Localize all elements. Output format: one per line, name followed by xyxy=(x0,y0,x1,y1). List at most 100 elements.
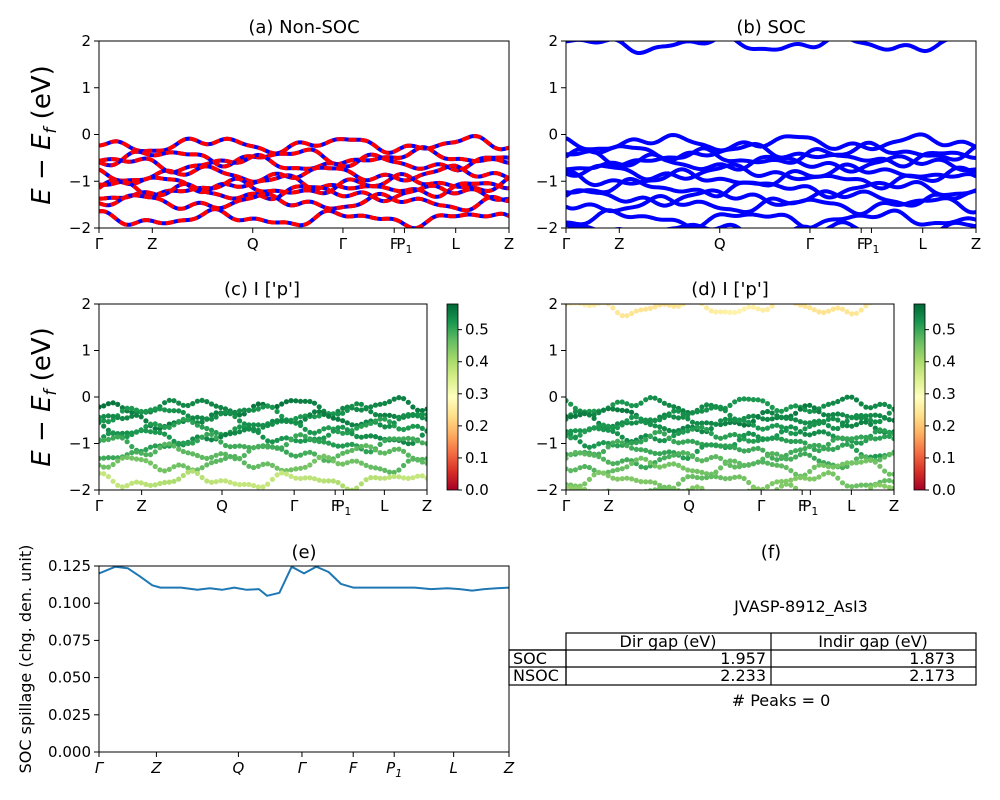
projected-point xyxy=(708,426,714,432)
projected-point xyxy=(882,483,888,489)
projected-point xyxy=(129,444,135,450)
y-tick-label: −2 xyxy=(69,481,91,499)
projected-point xyxy=(573,304,578,306)
projected-point xyxy=(826,496,831,501)
projected-point xyxy=(666,454,672,460)
projected-point xyxy=(802,407,808,413)
x-tick-label: Γ xyxy=(757,497,766,515)
projected-point xyxy=(629,420,635,426)
projected-point xyxy=(741,475,747,482)
projected-point xyxy=(685,424,691,430)
y-tick-label: −2 xyxy=(536,219,558,237)
projected-point xyxy=(816,462,822,468)
projected-point xyxy=(185,440,191,447)
projected-point xyxy=(605,427,611,433)
projected-point xyxy=(194,470,200,476)
projected-point xyxy=(237,424,243,430)
projected-point xyxy=(162,479,168,486)
projected-point xyxy=(788,477,794,483)
projected-point xyxy=(891,406,894,412)
projected-point xyxy=(624,464,630,470)
x-tick-label: Z xyxy=(504,235,514,253)
projected-point xyxy=(778,429,785,435)
projected-point xyxy=(793,425,799,431)
projected-point xyxy=(143,418,149,424)
projected-point xyxy=(783,438,789,444)
projected-point xyxy=(835,417,841,423)
gap-table-row-nsoc-label: NSOC xyxy=(513,666,559,685)
projected-point xyxy=(297,452,304,458)
projected-point xyxy=(194,398,200,404)
projected-point xyxy=(774,435,780,441)
projected-point xyxy=(166,408,172,414)
projected-point xyxy=(260,424,266,430)
projected-point xyxy=(872,453,878,459)
projected-point xyxy=(424,428,427,434)
projected-point xyxy=(760,487,766,490)
projected-point xyxy=(311,400,318,406)
projected-point xyxy=(839,412,846,418)
projected-point xyxy=(391,396,397,402)
projected-point xyxy=(708,430,714,437)
projected-point xyxy=(872,425,878,431)
projected-point xyxy=(839,461,846,467)
projected-point xyxy=(605,473,611,479)
gap-table: Dir gap (eV) Indir gap (eV) SOC 1.957 1.… xyxy=(508,632,977,686)
projected-point xyxy=(372,447,379,453)
projected-point xyxy=(835,463,841,469)
projected-point xyxy=(190,468,196,474)
projected-point xyxy=(872,436,878,442)
projected-point xyxy=(307,462,313,468)
projected-point xyxy=(311,430,318,436)
projected-point xyxy=(405,412,411,418)
projected-point xyxy=(152,406,158,412)
projected-point xyxy=(199,424,205,430)
projected-point xyxy=(699,444,705,450)
projected-point xyxy=(171,464,177,470)
projected-point xyxy=(821,497,826,502)
projected-point xyxy=(246,425,252,431)
projected-point xyxy=(344,460,350,466)
projected-point xyxy=(760,307,766,313)
y-tick-label: 0 xyxy=(81,126,91,144)
projected-point xyxy=(713,403,719,410)
projected-point xyxy=(614,476,621,482)
projected-point xyxy=(750,431,757,437)
projected-point xyxy=(872,403,878,409)
projected-point xyxy=(661,431,668,437)
projected-point xyxy=(147,452,154,458)
projected-point xyxy=(265,444,271,450)
projected-point xyxy=(844,423,850,429)
band-spin-down xyxy=(99,206,509,228)
projected-point xyxy=(619,440,625,446)
projected-point xyxy=(605,444,611,450)
projected-point xyxy=(260,461,266,467)
projected-point xyxy=(657,429,663,435)
projected-point xyxy=(274,472,280,478)
projected-point xyxy=(737,493,742,498)
projected-point xyxy=(152,482,158,488)
projected-point xyxy=(629,445,635,451)
y-tick-label: 0.000 xyxy=(48,743,91,761)
projected-point xyxy=(633,477,639,483)
projected-point xyxy=(293,475,299,481)
projected-point xyxy=(633,414,639,420)
projected-point xyxy=(699,429,705,435)
projected-point xyxy=(877,413,883,419)
projected-point xyxy=(680,465,686,471)
projected-point xyxy=(190,436,196,442)
projected-point xyxy=(778,415,785,421)
projected-point xyxy=(269,444,275,450)
projected-point xyxy=(783,425,789,431)
projected-point xyxy=(647,417,653,423)
projected-point xyxy=(358,460,364,466)
projected-point xyxy=(410,456,416,462)
projected-point xyxy=(825,441,832,447)
projected-point xyxy=(793,454,799,460)
colorbar-tick-label: 0.0 xyxy=(465,481,489,499)
projected-point xyxy=(657,464,663,470)
x-tick-label: Q xyxy=(714,235,726,253)
projected-point xyxy=(807,423,813,429)
projected-point xyxy=(643,437,649,443)
